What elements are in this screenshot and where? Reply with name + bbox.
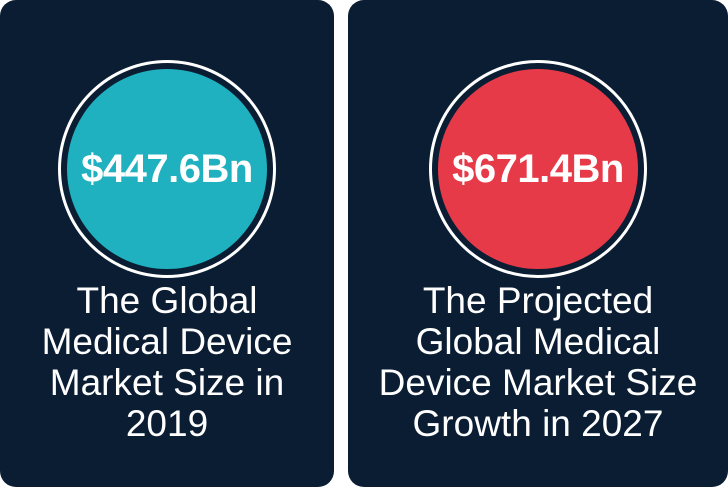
caption-line: Global Medical (415, 321, 661, 362)
market-size-2019-value: $447.6Bn (81, 146, 253, 191)
projected-growth-2027-value: $671.4Bn (452, 146, 624, 191)
caption-line: The Projected (422, 280, 654, 321)
caption-line: Growth in 2027 (412, 403, 664, 444)
caption-line: Medical Device (41, 321, 293, 362)
stat-circle: $447.6Bn (67, 69, 267, 269)
projected-growth-2027-card: $671.4Bn The Projected Global Medical De… (348, 0, 728, 487)
stat-circle: $671.4Bn (438, 69, 638, 269)
projected-growth-2027-caption: The Projected Global Medical Device Mark… (348, 280, 728, 444)
caption-line: Market Size in (49, 362, 285, 403)
caption-line: The Global (76, 280, 258, 321)
market-size-2019-card: $447.6Bn The Global Medical Device Marke… (0, 0, 334, 487)
stat-circle-ring: $447.6Bn (58, 60, 276, 278)
caption-line: 2019 (125, 403, 209, 444)
caption-line: Device Market Size (378, 362, 698, 403)
market-size-2019-caption: The Global Medical Device Market Size in… (0, 280, 334, 444)
stat-circle-ring: $671.4Bn (429, 60, 647, 278)
